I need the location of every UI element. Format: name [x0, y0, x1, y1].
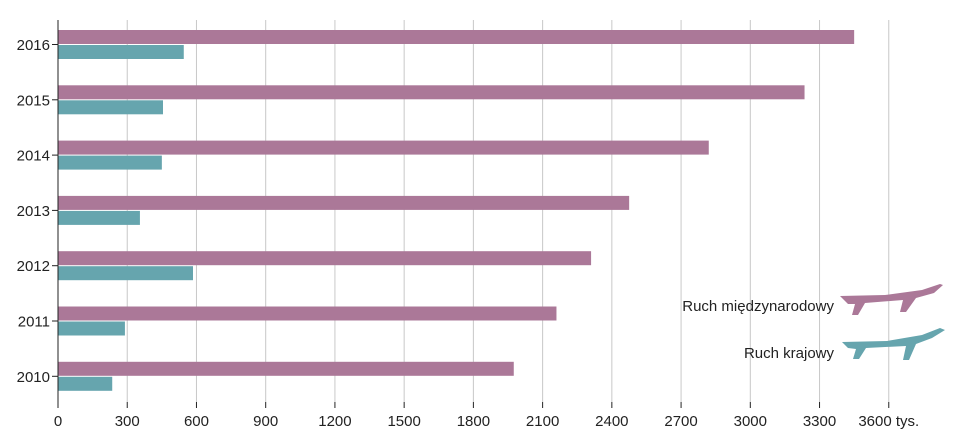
x-tick-label: 1200: [318, 413, 351, 430]
legend-label-domestic: Ruch krajowy: [744, 345, 835, 362]
x-tick-label: 600: [184, 413, 209, 430]
legend-label-international: Ruch międzynarodowy: [682, 298, 834, 315]
airplane-icon: [842, 328, 945, 360]
legend-item-domestic: Ruch krajowy: [744, 328, 945, 362]
x-tick-label: 3600 tys.: [858, 413, 919, 430]
legend-item-international: Ruch międzynarodowy: [682, 284, 943, 315]
bar-domestic-2011: [58, 321, 125, 336]
bar-domestic-2015: [58, 100, 163, 115]
x-tick-label: 1500: [387, 413, 420, 430]
year-label: 2011: [18, 314, 50, 331]
bar-international-2015: [58, 85, 805, 100]
legend: Ruch międzynarodowy Ruch krajowy: [682, 284, 945, 362]
x-tick-label: 1800: [457, 413, 490, 430]
bar-international-2010: [58, 361, 514, 376]
year-label: 2015: [17, 92, 50, 109]
bar-domestic-2013: [58, 210, 140, 225]
bar-international-2013: [58, 195, 630, 210]
bar-international-2014: [58, 140, 709, 155]
x-tick-label: 2400: [595, 413, 628, 430]
bar-international-2016: [58, 30, 855, 44]
x-tick-label: 0: [54, 413, 62, 430]
x-tick-label: 2100: [526, 413, 559, 430]
year-label: 2010: [17, 369, 50, 386]
x-axis-ticks: 0 300 600 900 1200 1500 1800 2100 2400 2700 3000 33…: [54, 402, 919, 430]
bar-domestic-2014: [58, 155, 162, 170]
year-label: 2016: [17, 37, 50, 54]
bar-domestic-2016: [58, 45, 184, 59]
grid-lines: [126, 20, 890, 402]
bar-international-2012: [58, 251, 592, 266]
airplane-icon: [840, 284, 943, 315]
bars: [58, 30, 855, 391]
x-tick-label: 900: [253, 413, 278, 430]
bar-domestic-2010: [58, 376, 113, 391]
year-label: 2013: [17, 203, 50, 220]
x-tick-label: 2700: [664, 413, 697, 430]
x-tick-label: 3000: [734, 413, 767, 430]
bar-domestic-2012: [58, 266, 193, 281]
x-tick-label: 300: [115, 413, 140, 430]
year-label: 2014: [17, 148, 50, 165]
x-tick-label: 3300: [803, 413, 836, 430]
y-axis-ticks: 2016 2015 2014 2013 2012 2011 2010: [17, 37, 58, 386]
bar-international-2011: [58, 306, 557, 321]
year-label: 2012: [17, 258, 50, 275]
